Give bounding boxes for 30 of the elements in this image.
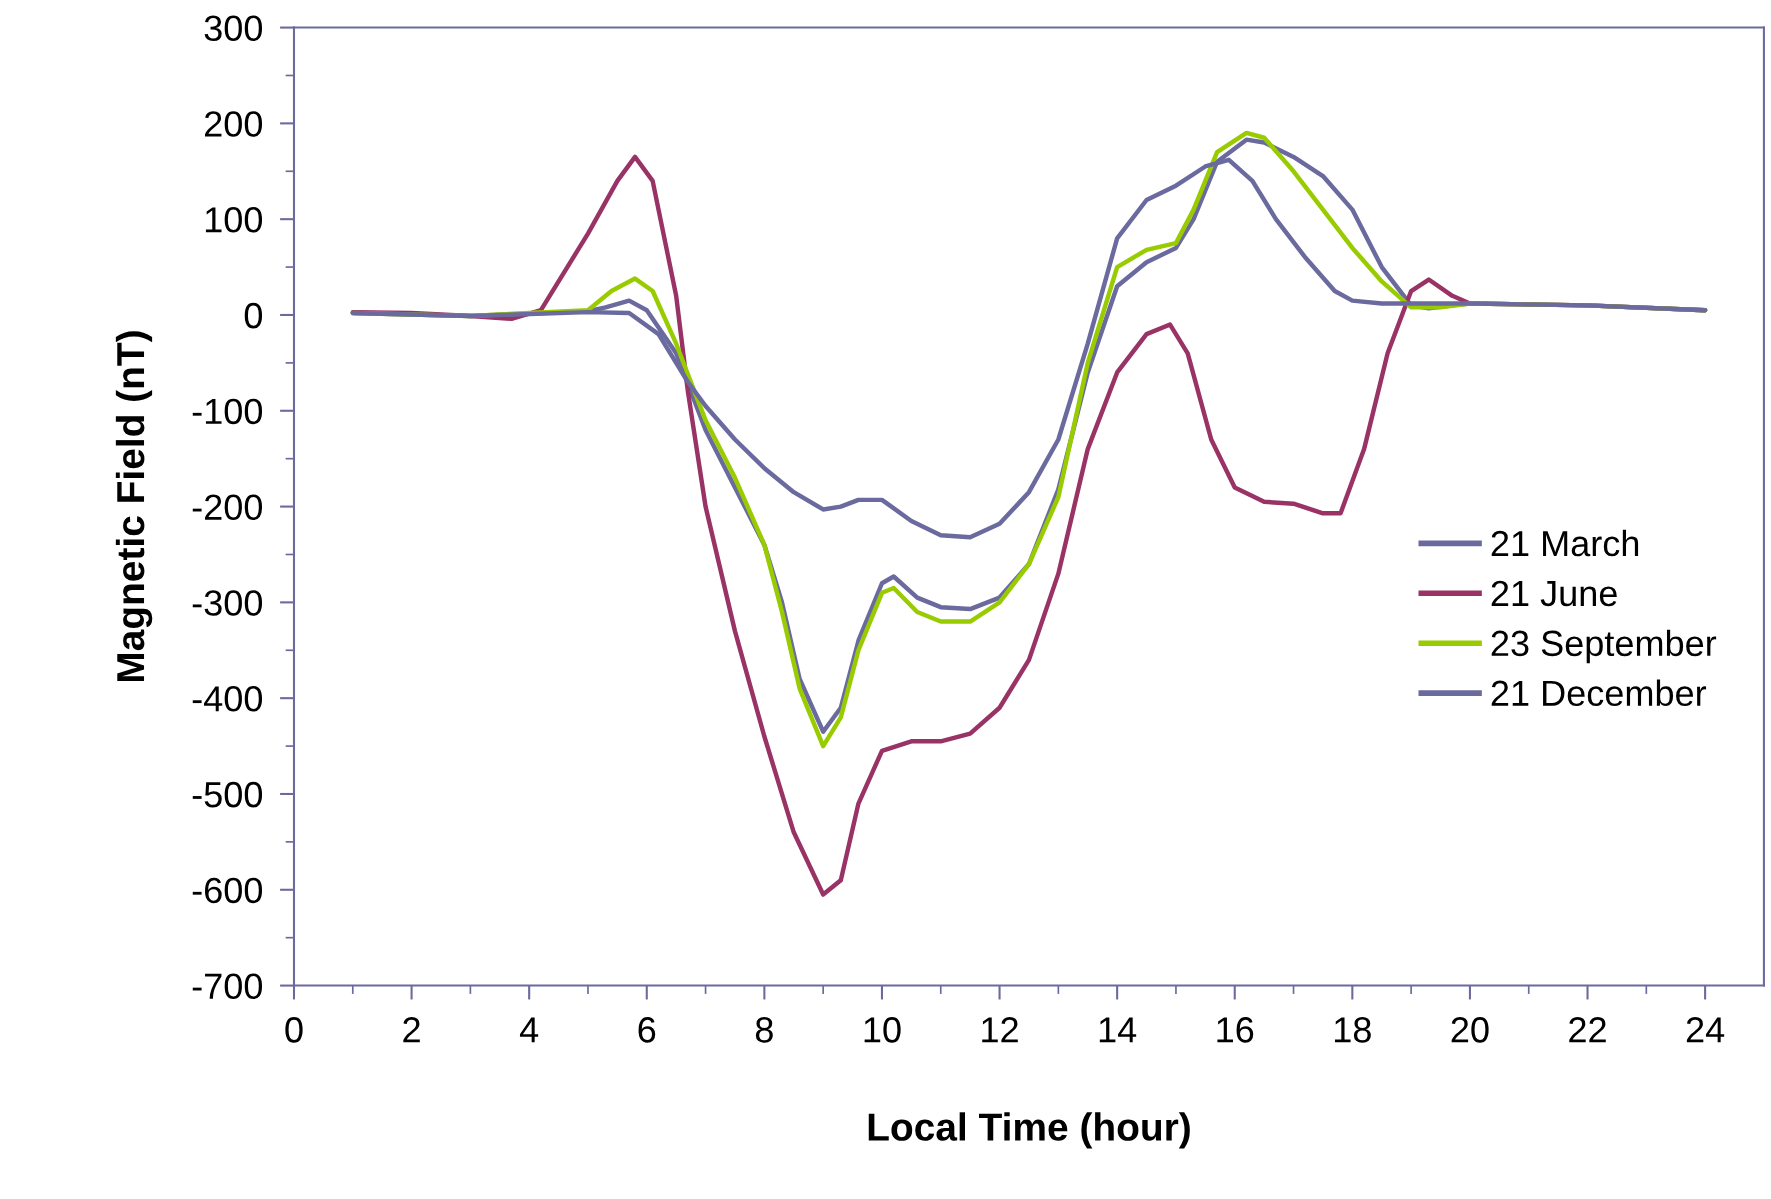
x-tick-label: 2: [403, 1017, 420, 1043]
x-tick-label: 20: [1451, 1017, 1489, 1043]
legend-label: 21 December: [1491, 679, 1707, 707]
x-tick-label: 0: [285, 1017, 303, 1043]
legend-label: 23 September: [1491, 629, 1717, 664]
x-tick-label: 6: [638, 1017, 656, 1043]
x-tick-label: 18: [1335, 1017, 1371, 1043]
y-tick-label: -600: [192, 877, 263, 904]
x-tick-label: 22: [1569, 1017, 1606, 1043]
y-tick-label: -200: [192, 494, 263, 521]
legend-label: 21 March: [1491, 529, 1639, 557]
x-tick-label: 4: [519, 1017, 539, 1043]
y-tick-label: 100: [205, 207, 263, 233]
y-tick-label: -100: [192, 398, 263, 425]
x-tick-label: 8: [755, 1017, 773, 1043]
x-axis-title: Local Time (hour): [868, 1112, 1190, 1149]
x-tick-label: 16: [1217, 1017, 1254, 1043]
legend-label: 21 June: [1491, 580, 1617, 607]
y-tick-label: 0: [244, 302, 263, 329]
y-tick-label: -500: [192, 781, 263, 808]
y-tick-label: 300: [204, 15, 263, 42]
y-tick-label: -300: [192, 590, 263, 616]
x-tick-label: 24: [1686, 1017, 1725, 1043]
x-tick-label: 14: [1099, 1017, 1137, 1043]
x-tick-label: 12: [982, 1017, 1018, 1043]
x-tick-label: 10: [864, 1017, 901, 1043]
y-axis-title: Magnetic Field (nT): [115, 331, 153, 682]
y-tick-label: 200: [205, 111, 263, 137]
y-tick-label: -400: [192, 686, 263, 712]
y-tick-label: -700: [192, 973, 263, 1000]
